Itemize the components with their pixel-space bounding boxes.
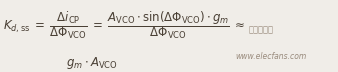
Text: 电子发烧友: 电子发烧友 bbox=[248, 26, 273, 35]
Text: $K_{d,\mathrm{ss}} \;=\; \dfrac{\Delta i_{\mathrm{CP}}}{\Delta \Phi_{\mathrm{VCO: $K_{d,\mathrm{ss}} \;=\; \dfrac{\Delta i… bbox=[3, 9, 246, 41]
Text: www.elecfans.com: www.elecfans.com bbox=[235, 52, 306, 61]
Text: $g_m \cdot A_{\mathrm{VCO}}$: $g_m \cdot A_{\mathrm{VCO}}$ bbox=[66, 55, 118, 71]
